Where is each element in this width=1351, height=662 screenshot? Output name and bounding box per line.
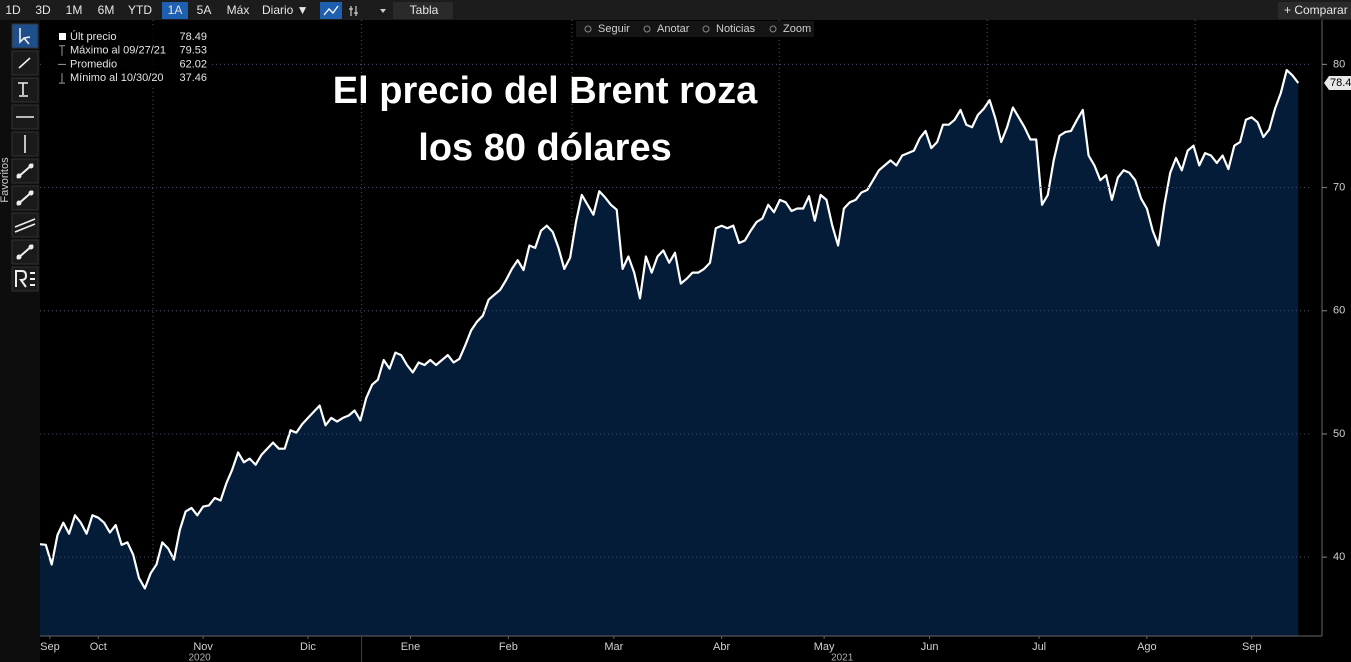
x-tick-label: May	[814, 641, 835, 653]
tool-icon	[18, 82, 28, 97]
headline: El precio del Brent roza	[333, 70, 758, 112]
stats-icon	[59, 73, 65, 84]
x-tick-label: Abr	[713, 641, 730, 653]
chart-tool[interactable]: Zoom	[783, 23, 811, 35]
stats-icon	[59, 33, 66, 40]
drawing-tool[interactable]	[11, 185, 39, 211]
x-tick-label: Ene	[401, 641, 421, 653]
drawing-tool[interactable]	[11, 23, 39, 49]
y-tick-label: 40	[1333, 551, 1345, 563]
chart-tool[interactable]: Seguir	[598, 23, 630, 35]
bar-type-icon	[349, 6, 358, 16]
headline: los 80 dólares	[418, 127, 671, 169]
tool-dot	[28, 163, 34, 169]
period-select[interactable]: Diario ▼	[262, 3, 309, 17]
range-button[interactable]: 6M	[98, 3, 115, 17]
table-button[interactable]	[393, 2, 453, 19]
range-button[interactable]: Máx	[227, 3, 250, 17]
tool-icon	[14, 218, 36, 233]
table-label[interactable]: Tabla	[410, 3, 439, 17]
x-tick-label: Mar	[604, 641, 623, 653]
active-range	[162, 2, 188, 19]
y-tick-label: 60	[1333, 305, 1345, 317]
area	[40, 70, 1299, 637]
x-tick-label: Oct	[90, 641, 107, 653]
tool-dot	[16, 254, 22, 260]
tool-dot	[16, 173, 22, 179]
year-label: 2021	[831, 653, 854, 662]
stats-value: 79.53	[179, 45, 207, 57]
stats-label: Promedio	[70, 58, 117, 70]
y-tick-label: 50	[1333, 428, 1345, 440]
sidebar-label[interactable]: Favoritos	[0, 157, 11, 203]
stats-value: 62.02	[179, 58, 207, 70]
last-price-label: 78.49	[1330, 77, 1351, 89]
range-button[interactable]: 5A	[197, 3, 212, 17]
ui-layer: 1D 3D 1M 6M YTD 1A 5A Máx Diario ▼ Tabla + Compara…	[0, 2, 1351, 292]
x-tick-label: Jul	[1032, 641, 1046, 653]
year-label: 2020	[188, 653, 211, 662]
price-line	[39, 69, 1300, 590]
x-tick-label: Dic	[300, 641, 316, 653]
x-tick-label: Jun	[921, 641, 939, 653]
last-price-tag	[1324, 75, 1351, 90]
x-tick-label: Feb	[499, 641, 518, 653]
x-tick-label: Nov	[193, 641, 213, 653]
tool-dot	[16, 200, 22, 206]
stats-value: 37.46	[179, 72, 207, 84]
stats-label: Máximo al 09/27/21	[70, 45, 166, 57]
y-tick-label: 70	[1333, 181, 1345, 193]
y-tick-label: 80	[1333, 58, 1345, 70]
chart-tool[interactable]: Noticias	[716, 23, 756, 35]
x-tick-label: Sep	[1242, 641, 1262, 653]
tool-icon	[584, 25, 592, 33]
stats-value: 78.49	[179, 31, 207, 43]
x-tick-label: Sep	[40, 641, 60, 653]
stats-label: Mínimo al 10/30/20	[70, 72, 164, 84]
chart-tool[interactable]: Anotar	[657, 23, 690, 35]
tool-icon	[643, 25, 651, 33]
tool-icon	[702, 25, 710, 33]
stats-label: Últ precio	[70, 30, 116, 43]
range-button[interactable]: 3D	[35, 3, 51, 17]
x-tick-label: Ago	[1137, 641, 1157, 653]
compare-button[interactable]	[1278, 2, 1351, 19]
range-button[interactable]: 1M	[66, 3, 83, 17]
range-button[interactable]: 1A	[168, 3, 183, 17]
drawing-tool[interactable]	[11, 77, 39, 103]
tool-icon	[769, 25, 777, 33]
range-button[interactable]: YTD	[128, 3, 152, 17]
chart-tools-bg	[576, 21, 814, 37]
plot-area: 40 50 60 70 80 Sep Oct Nov Dic Ene Feb Mar Abr May Jun…	[39, 20, 1345, 662]
tool-icon	[18, 57, 31, 69]
stats-box	[44, 28, 212, 88]
tool-dot	[28, 244, 34, 250]
tool-icon	[19, 28, 31, 45]
tool-dot	[28, 190, 34, 196]
chart-type-icon	[323, 5, 339, 16]
dropdown-icon[interactable]	[380, 9, 386, 13]
range-button[interactable]: 1D	[5, 3, 21, 17]
tool-icon	[15, 270, 35, 288]
stats-icon	[59, 45, 65, 56]
compare-label[interactable]: + Comparar	[1284, 3, 1348, 17]
